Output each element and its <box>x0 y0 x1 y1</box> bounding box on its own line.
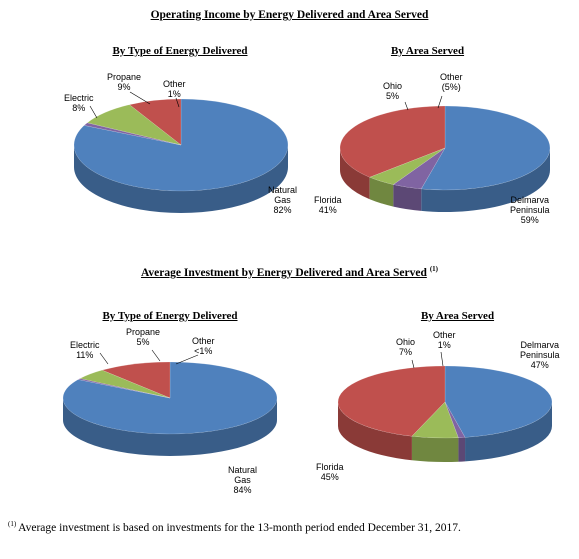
pie1-slice-2 <box>86 104 182 146</box>
pie2-side-3 <box>393 184 422 211</box>
pie4-slice-0 <box>444 365 553 438</box>
pie4-slice-3 <box>444 401 466 438</box>
pie3-label-propane: Propane 5% <box>126 327 161 347</box>
pie2-slice-1 <box>339 105 446 178</box>
pie3-side-0 <box>63 398 277 456</box>
pie4-title: By Area Served <box>420 310 495 322</box>
footnote: (1) Average investment is based on invest… <box>8 520 461 534</box>
footnote-marker-1: (1) <box>429 265 439 273</box>
pie3-slice-1 <box>101 361 171 399</box>
pie1-slice-0 <box>73 98 289 192</box>
section-title-operating-income: Operating Income by Energy Delivered and… <box>150 9 429 21</box>
pie4-side-1 <box>337 402 412 461</box>
pie3-title: By Type of Energy Delivered <box>102 310 238 322</box>
pie1-label-natural-gas: Natural Gas 82% <box>268 185 298 215</box>
pie3-label-electric: Electric 11% <box>70 340 100 360</box>
leader-line-9 <box>440 351 444 367</box>
pie-chart-2 <box>339 105 551 212</box>
pie1-label-propane: Propane 9% <box>107 72 142 92</box>
pie3-slice-0 <box>62 361 278 435</box>
pie2-label-ohio: Ohio 5% <box>383 81 403 101</box>
pie1-slice-1 <box>128 98 182 146</box>
leader-line-3 <box>404 101 409 111</box>
pie4-label-florida: Florida 45% <box>316 462 344 482</box>
pie4-slice-2 <box>411 401 459 439</box>
pie1-label-electric: Electric 8% <box>64 93 94 113</box>
pie2-title: By Area Served <box>390 45 465 57</box>
pie3-slice-2 <box>79 369 171 399</box>
pie2-label-other: Other (5%) <box>440 72 463 92</box>
footnote-marker: (1) <box>8 520 17 528</box>
pie2-side-1 <box>340 148 370 200</box>
pie2-slice-3 <box>392 147 446 190</box>
pie-chart-3 <box>62 361 278 456</box>
leader-line-4 <box>437 95 443 109</box>
pie3-label-natural-gas: Natural Gas 84% <box>228 465 258 495</box>
pie4-side-3 <box>458 437 466 462</box>
leader-line-1 <box>129 91 151 105</box>
pie1-label-other: Other 1% <box>163 79 186 99</box>
pie-chart-1 <box>73 98 289 213</box>
pie1-slice-3 <box>83 122 182 146</box>
leader-line-6 <box>151 349 161 362</box>
leader-line-8 <box>411 359 415 369</box>
pie4-label-ohio: Ohio 7% <box>396 337 416 357</box>
leader-line-2 <box>175 97 180 108</box>
pie2-label-florida: Florida 41% <box>314 195 342 215</box>
section-title-average-investment: Average Investment by Energy Delivered a… <box>140 265 439 279</box>
pie3-label-other: Other <1% <box>192 336 215 356</box>
pie2-slice-2 <box>369 147 446 185</box>
pie2-side-0 <box>421 148 550 212</box>
pie4-label-other: Other 1% <box>433 330 456 350</box>
pie1-title: By Type of Energy Delivered <box>112 45 248 57</box>
leader-line-5 <box>99 352 109 365</box>
footnote-text: Average investment is based on investmen… <box>18 521 461 534</box>
pie3-slice-3 <box>77 378 171 399</box>
pie2-label-delmarva: Delmarva Peninsula 59% <box>510 195 550 225</box>
pie2-slice-0 <box>420 105 551 191</box>
leader-line-0 <box>89 105 98 119</box>
pie4-side-2 <box>411 436 459 463</box>
pie4-slice-1 <box>337 365 446 437</box>
pie-chart-4 <box>337 365 553 463</box>
pie4-label-delmarva: Delmarva Peninsula 47% <box>520 340 560 370</box>
pie4-side-0 <box>465 402 552 462</box>
pie1-side-0 <box>74 145 288 213</box>
leader-line-7 <box>175 354 199 365</box>
pie2-side-2 <box>369 177 394 207</box>
